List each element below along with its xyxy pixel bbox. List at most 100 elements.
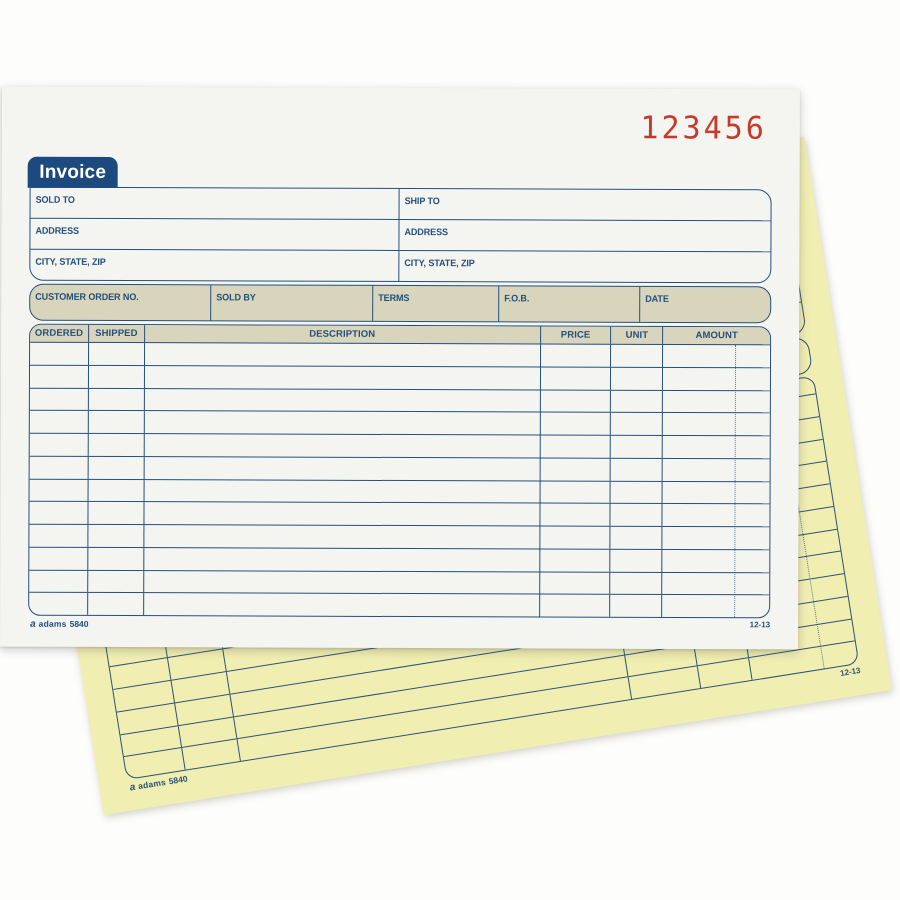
item-row <box>29 388 770 414</box>
city-state-zip-label: CITY, STATE, ZIP <box>404 258 475 270</box>
ship-to-column: SHIP TO ADDRESS CITY, STATE, ZIP <box>399 188 771 282</box>
item-cell <box>87 593 144 616</box>
item-cell <box>663 527 770 549</box>
item-row <box>29 547 770 573</box>
item-cell <box>88 456 145 479</box>
sold-by-field: SOLD BY <box>210 285 374 321</box>
unit-column-header: UNIT <box>625 329 649 341</box>
item-cell <box>540 435 612 458</box>
item-row <box>29 365 771 391</box>
item-cell <box>88 547 145 570</box>
model-number: 5840 <box>167 773 189 787</box>
item-cell <box>663 345 770 367</box>
item-cell <box>663 436 770 458</box>
item-cell <box>29 479 89 502</box>
item-cell <box>663 504 770 526</box>
soldto-shipto-box: SOLD TO ADDRESS CITY, STATE, ZIP SHIP TO… <box>29 186 772 284</box>
brand-name: adams <box>137 776 167 792</box>
address-label: ADDRESS <box>35 225 79 237</box>
fob-label: F.O.B. <box>504 293 530 305</box>
price-column-header: PRICE <box>560 329 591 341</box>
sold-to-field: SOLD TO <box>30 187 399 220</box>
city-state-zip-field: CITY, STATE, ZIP <box>400 251 771 282</box>
address-label: ADDRESS <box>404 227 449 239</box>
city-state-zip-field: CITY, STATE, ZIP <box>30 250 398 281</box>
item-row <box>29 501 770 528</box>
item-cell <box>539 549 611 572</box>
invoice-form-sheet: 123456 Invoice SOLD TO ADDRESS CITY, STA… <box>0 86 800 650</box>
adams-logo-icon: a <box>128 781 137 794</box>
item-cell <box>144 411 541 435</box>
item-cell <box>663 368 770 390</box>
item-cell <box>29 501 89 524</box>
item-cell <box>611 458 663 481</box>
item-cell <box>663 390 770 412</box>
item-cell <box>610 594 663 617</box>
address-field: ADDRESS <box>30 218 399 251</box>
item-cell <box>88 570 144 593</box>
item-row <box>29 433 770 460</box>
item-row <box>29 410 770 437</box>
item-cell <box>611 435 664 458</box>
description-column-header: DESCRIPTION <box>309 328 376 340</box>
item-cell <box>88 502 145 525</box>
brand-logo: a adams 5840 <box>30 619 88 630</box>
item-cell <box>611 390 664 413</box>
item-row <box>29 570 770 596</box>
item-row <box>29 592 769 617</box>
item-cell <box>29 456 89 479</box>
item-cell <box>610 572 663 595</box>
item-cell <box>29 410 89 433</box>
model-number: 5840 <box>69 618 89 629</box>
item-cell <box>540 412 612 435</box>
item-cell <box>30 342 89 365</box>
edition-code: 12-13 <box>749 620 771 630</box>
item-cell <box>662 595 769 617</box>
item-cell <box>88 365 145 388</box>
shipped-column-header: SHIPPED <box>95 327 138 340</box>
sold-to-column: SOLD TO ADDRESS CITY, STATE, ZIP <box>30 187 400 281</box>
item-cell <box>144 479 541 503</box>
item-cell <box>143 570 540 594</box>
terms-label: TERMS <box>378 292 410 305</box>
item-cell <box>29 524 89 547</box>
item-cell <box>539 571 611 594</box>
item-cell <box>540 389 612 412</box>
carbon-edition-code: 12-13 <box>839 665 862 678</box>
ship-to-label: SHIP TO <box>404 196 440 208</box>
item-cell <box>540 367 612 390</box>
brand-name: adams <box>38 618 67 629</box>
item-cell <box>144 525 541 549</box>
item-cell <box>29 547 89 570</box>
address-field: ADDRESS <box>399 219 771 253</box>
invoice-title-tab: Invoice <box>27 156 118 189</box>
customer-order-no-field: CUSTOMER ORDER NO. <box>30 284 211 321</box>
ship-to-field: SHIP TO <box>399 188 771 222</box>
amount-column-header: AMOUNT <box>695 330 738 342</box>
item-cell <box>610 481 663 504</box>
item-cell <box>610 526 663 549</box>
item-row <box>30 342 771 369</box>
item-cell <box>88 524 145 547</box>
date-field: DATE <box>640 287 770 322</box>
customer-order-no-label: CUSTOMER ORDER NO. <box>35 291 139 304</box>
item-cell <box>88 411 145 434</box>
item-cell <box>663 481 770 503</box>
item-cell <box>29 433 89 456</box>
item-cell <box>610 549 663 572</box>
date-label: DATE <box>644 293 669 305</box>
item-row <box>29 479 770 505</box>
item-cell <box>540 480 611 503</box>
items-table-body <box>29 342 771 618</box>
item-cell <box>88 479 145 502</box>
item-cell <box>88 342 145 365</box>
adams-logo-icon: a <box>30 618 36 630</box>
terms-field: TERMS <box>373 285 500 322</box>
order-info-row: CUSTOMER ORDER NO. SOLD BY TERMS F.O.B. … <box>29 283 772 324</box>
city-state-zip-label: CITY, STATE, ZIP <box>35 256 106 268</box>
item-cell <box>540 344 612 367</box>
item-cell <box>144 343 541 367</box>
item-cell <box>143 593 540 617</box>
item-cell <box>663 413 770 435</box>
